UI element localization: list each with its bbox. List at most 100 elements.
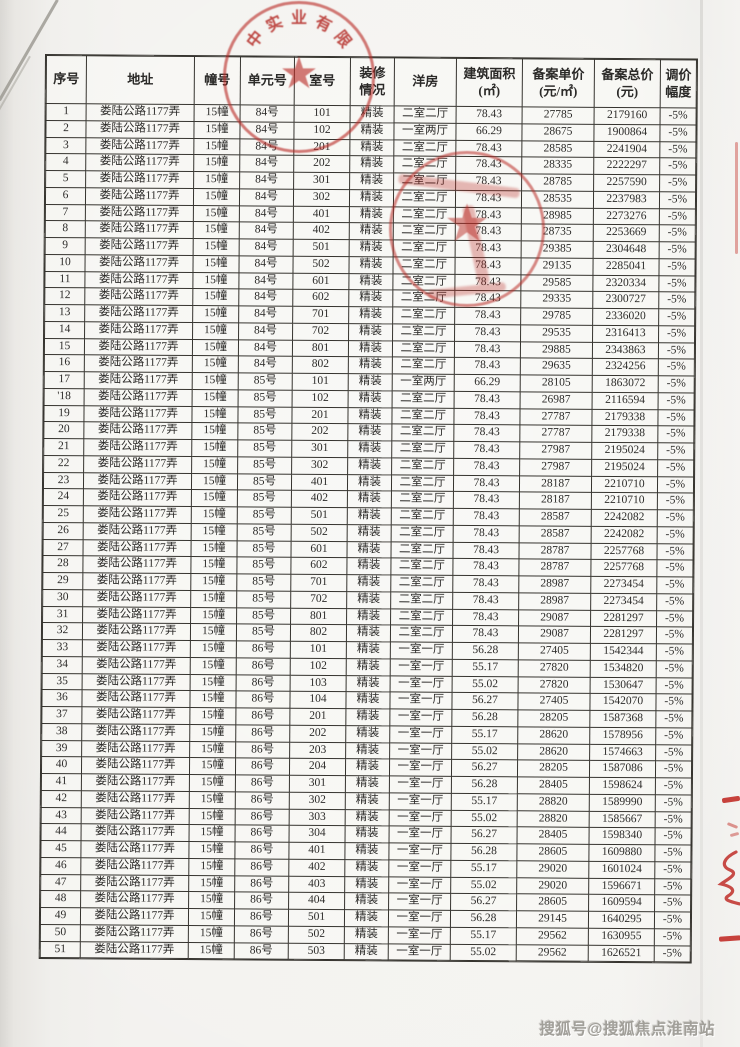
cell-house-type: 一室一厅 (388, 876, 451, 894)
cell-room: 304 (289, 825, 346, 843)
cell-house-type: 二室二厅 (391, 491, 454, 509)
cell-room: 101 (290, 641, 347, 659)
cell-index: 36 (41, 689, 83, 707)
cell-total-price: 1578956 (589, 727, 656, 745)
cell-decoration: 精装 (348, 373, 393, 391)
cell-house-type: 二室二厅 (392, 340, 455, 358)
cell-house-type: 二室二厅 (390, 625, 453, 643)
red-seal-top: 中实业有限 ★ (223, 1, 375, 153)
cell-total-price: 2281297 (590, 609, 657, 628)
cell-decoration: 精装 (345, 725, 390, 743)
cell-area: 55.17 (452, 659, 519, 677)
cell-address: 娄陆公路1177弄 (84, 338, 193, 356)
cell-index: 47 (40, 873, 81, 892)
cell-address: 娄陆公路1177弄 (81, 690, 191, 708)
cell-index: 37 (41, 706, 82, 724)
cell-total-price: 2179338 (591, 408, 659, 427)
cell-decoration: 精装 (347, 423, 392, 441)
cell-unit: 86号 (235, 707, 290, 725)
cell-area: 78.43 (452, 608, 519, 627)
cell-decoration: 精装 (348, 390, 393, 408)
cell-total-price: 2324256 (592, 358, 659, 376)
cell-building: 15幢 (188, 908, 235, 926)
column-header-adjustment: 调价 幅度 (660, 59, 697, 109)
cell-adjustment: -5% (655, 761, 692, 779)
cell-unit: 86号 (234, 858, 289, 876)
cell-unit-price: 28187 (519, 492, 592, 510)
cell-room: 601 (292, 272, 349, 290)
cell-room: 202 (291, 423, 348, 441)
cell-room: 502 (288, 925, 345, 944)
cell-room: 701 (290, 574, 347, 592)
cell-unit-price: 28787 (518, 542, 592, 560)
cell-room: 602 (292, 289, 349, 307)
cell-unit: 85号 (236, 557, 291, 575)
cell-adjustment: -5% (657, 509, 694, 527)
cell-unit-price: 28335 (521, 157, 594, 175)
cell-adjustment: -5% (659, 124, 697, 142)
cell-adjustment: -5% (655, 744, 692, 762)
cell-total-price: 2281297 (590, 626, 657, 644)
cell-unit: 86号 (234, 942, 289, 960)
cell-index: 23 (43, 471, 84, 490)
cell-unit-price: 28585 (521, 140, 594, 158)
cell-address: 娄陆公路1177弄 (82, 589, 191, 608)
cell-decoration: 精装 (347, 524, 392, 542)
cell-unit-price: 28787 (518, 559, 591, 577)
cell-house-type: 二室二厅 (390, 574, 453, 593)
cell-room: 102 (292, 389, 349, 408)
cell-adjustment: -5% (655, 794, 692, 812)
cell-adjustment: -5% (660, 107, 697, 125)
cell-unit: 85号 (236, 540, 292, 558)
cell-house-type: 一室一厅 (389, 759, 452, 777)
paper-fold-line (700, 0, 703, 1047)
cell-total-price: 1900864 (593, 124, 661, 142)
cell-unit-price: 29535 (520, 324, 593, 342)
cell-unit: 85号 (238, 372, 293, 390)
cell-house-type: 一室一厅 (388, 842, 452, 861)
cell-adjustment: -5% (657, 476, 694, 494)
cell-unit: 86号 (234, 925, 289, 943)
cell-area: 78.43 (453, 474, 520, 493)
cell-unit-price: 28820 (517, 810, 590, 828)
cell-room: 101 (292, 373, 349, 391)
cell-total-price: 1530647 (590, 676, 657, 695)
cell-area: 78.43 (453, 508, 520, 526)
cell-building: 15幢 (192, 255, 240, 273)
cell-building: 15幢 (189, 690, 237, 708)
cell-unit: 86号 (234, 841, 290, 859)
cell-address: 娄陆公路1177弄 (83, 522, 192, 541)
cell-building: 15幢 (191, 506, 238, 524)
cell-total-price: 2273454 (590, 593, 657, 611)
cell-index: 19 (43, 404, 85, 423)
cell-total-price: 2320334 (592, 274, 659, 293)
cell-unit-price: 27820 (518, 676, 591, 694)
cell-house-type: 二室二厅 (394, 105, 457, 124)
cell-area: 55.17 (450, 927, 517, 945)
cell-index: 33 (42, 639, 83, 657)
cell-area: 66.29 (455, 123, 523, 141)
cell-room: 501 (288, 909, 345, 927)
cell-unit: 86号 (234, 875, 289, 893)
cell-room: 301 (293, 172, 350, 190)
paper-crease (0, 55, 31, 113)
red-margin-mark (729, 831, 740, 838)
cell-area: 55.17 (450, 860, 517, 878)
cell-index: 29 (42, 572, 83, 590)
cell-unit: 86号 (235, 791, 290, 809)
cell-room: 802 (292, 356, 349, 374)
cell-building: 15幢 (193, 121, 241, 139)
cell-unit: 84号 (238, 272, 293, 290)
watermark: 搜狐号@搜狐焦点淮南站 (539, 1021, 715, 1038)
cell-house-type: 一室两厅 (393, 122, 457, 140)
cell-building: 15幢 (188, 875, 235, 893)
cell-house-type: 二室二厅 (390, 608, 453, 626)
cell-unit: 86号 (235, 691, 291, 709)
cell-total-price: 1574663 (589, 743, 656, 762)
cell-address: 娄陆公路1177弄 (80, 857, 189, 876)
cell-building: 15幢 (192, 288, 239, 306)
cell-unit: 84号 (238, 339, 293, 357)
cell-total-price: 1589990 (589, 794, 656, 812)
cell-building: 15幢 (188, 942, 235, 960)
cell-index: 16 (44, 354, 85, 372)
